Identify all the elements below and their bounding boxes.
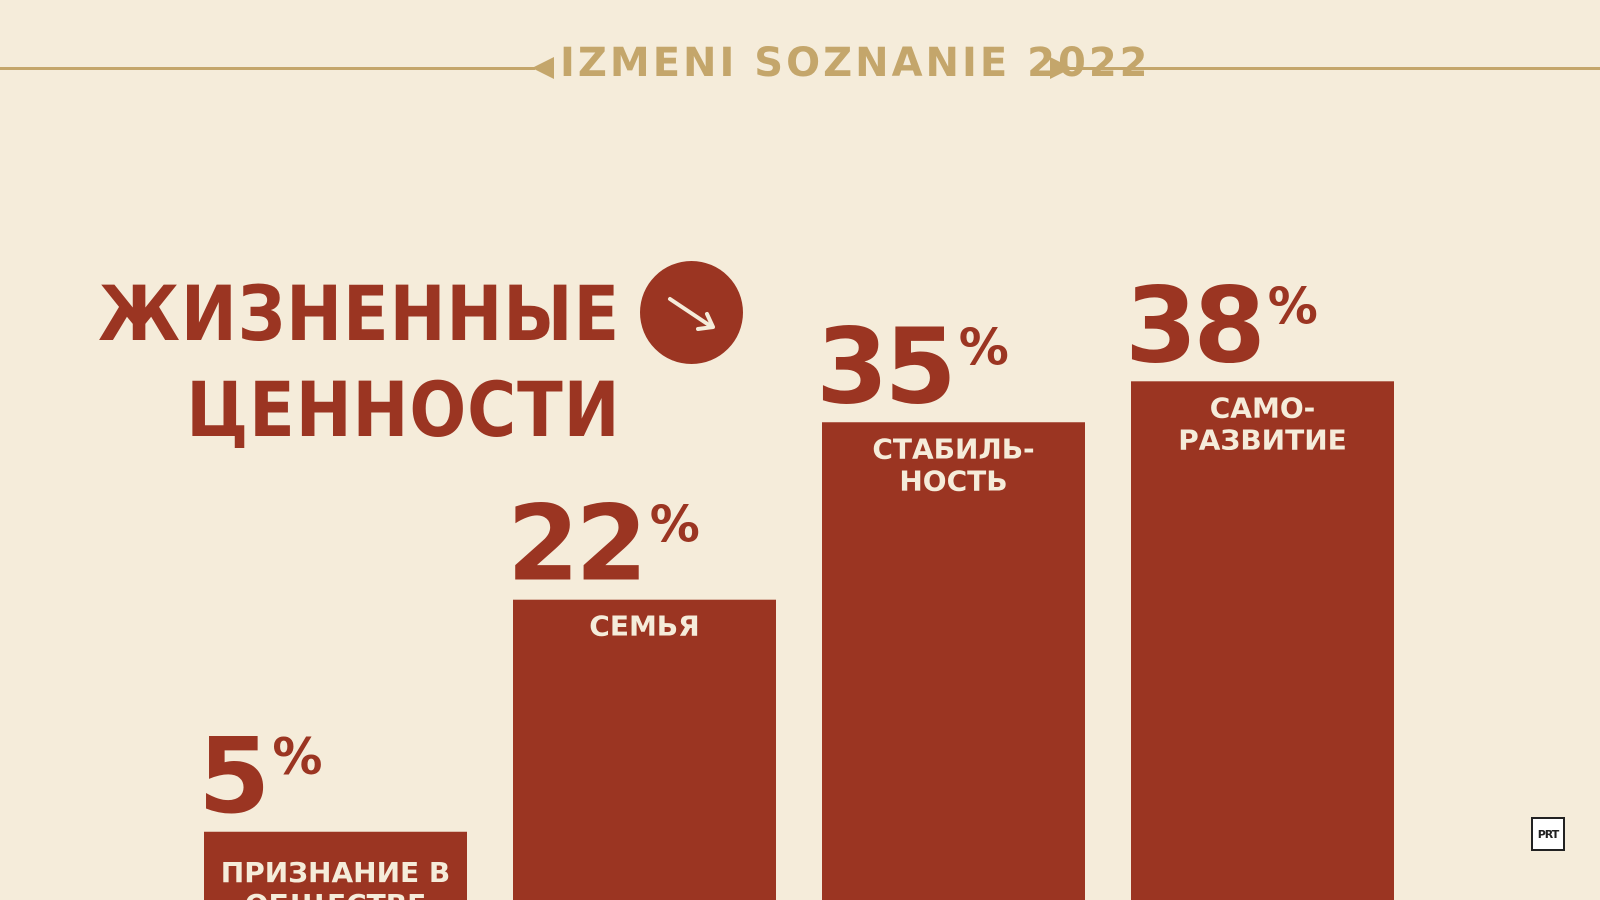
bar-1 [204, 831, 467, 900]
triangle-left-icon [532, 57, 554, 79]
value-label-4: 38 [1125, 264, 1262, 386]
category-label-4: РАЗВИТИЕ [1178, 423, 1347, 456]
value-label-2: 22 [507, 483, 644, 605]
value-suffix-1: % [272, 728, 322, 786]
arrow-down-right-icon [640, 261, 743, 364]
value-label-3: 35 [816, 305, 953, 427]
category-label-2: СЕМЬЯ [589, 610, 699, 643]
bar-3 [822, 422, 1085, 900]
header-rule-left [0, 67, 535, 70]
category-label-1: ПРИЗНАНИЕ В [221, 856, 450, 889]
bar-2 [513, 599, 776, 900]
value-label-1: 5 [198, 715, 266, 837]
brand-logo: PRT [1531, 817, 1565, 851]
value-suffix-4: % [1268, 277, 1318, 335]
category-label-3: НОСТЬ [899, 464, 1007, 497]
category-label-1: ОБЩЕСТВЕ [245, 888, 427, 900]
value-suffix-2: % [650, 496, 700, 554]
value-suffix-3: % [959, 318, 1009, 376]
triangle-right-icon [1050, 57, 1072, 79]
header-rule-right [1068, 67, 1600, 70]
category-label-4: САМО- [1210, 391, 1316, 424]
bar-4 [1131, 381, 1394, 900]
category-label-3: СТАБИЛЬ- [872, 432, 1034, 465]
headline-line-1: ЖИЗНЕННЫЕ [98, 269, 620, 358]
headline-line-2: ЦЕННОСТИ [185, 365, 620, 454]
